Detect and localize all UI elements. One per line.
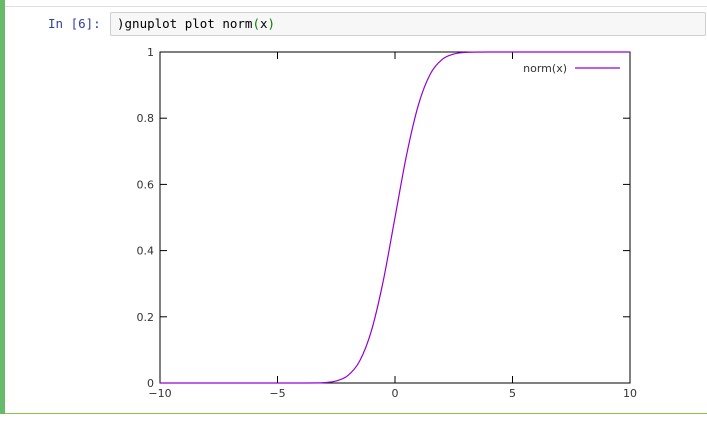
cell-bottom-divider	[5, 413, 707, 414]
code-input-area[interactable]: )gnuplot plot norm(x)	[110, 12, 706, 36]
y-tick-label: 0.6	[137, 178, 155, 191]
x-tick-label: 0	[392, 387, 399, 400]
code-command: )gnuplot plot norm	[117, 16, 253, 31]
y-tick-label: 0.8	[137, 112, 155, 125]
y-tick-label: 0	[147, 377, 154, 390]
series-line-norm	[159, 51, 631, 384]
x-tick-label: 10	[623, 387, 637, 400]
cell-top-divider	[5, 6, 707, 7]
y-tick-label: 0.4	[137, 245, 155, 258]
code-text[interactable]: )gnuplot plot norm(x)	[117, 15, 275, 33]
cell-output: −10 −5 0 5 10 0 0.2 0.4 0.6 0.8 1 norm(x)	[110, 40, 650, 410]
code-paren-close: )	[267, 16, 276, 31]
code-paren-open: (	[252, 16, 260, 31]
input-prompt: In [6]:	[48, 16, 101, 31]
x-tick-label: 5	[509, 387, 516, 400]
x-tick-label: −5	[269, 387, 285, 400]
cell-selection-bar	[0, 0, 5, 414]
y-tick-label: 0.2	[137, 311, 155, 324]
x-tick-label: −10	[148, 387, 171, 400]
code-argument: x	[260, 16, 268, 31]
legend-label: norm(x)	[523, 62, 567, 75]
y-tick-label: 1	[147, 46, 154, 59]
gnuplot-chart: −10 −5 0 5 10 0 0.2 0.4 0.6 0.8 1 norm(x)	[137, 46, 638, 400]
